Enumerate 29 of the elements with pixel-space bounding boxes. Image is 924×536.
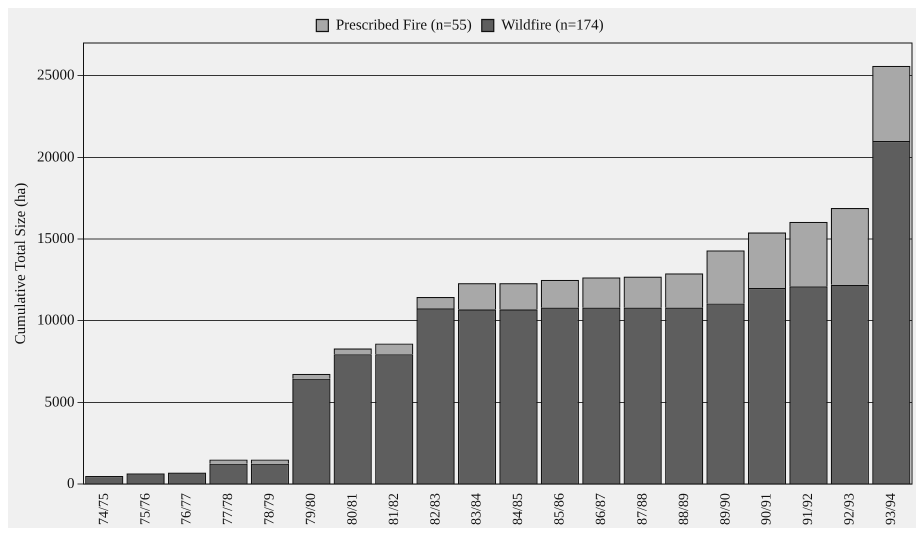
x-tick-label: 79/80: [304, 493, 320, 525]
x-tick-label: 81/82: [386, 493, 402, 525]
x-tick-label: 89/90: [718, 493, 734, 525]
x-tick-label: 76/77: [180, 493, 195, 525]
x-tick-label: 93/94: [884, 493, 899, 525]
x-tick-label: 86/87: [594, 493, 609, 525]
y-tick-label: 20000: [37, 149, 74, 166]
y-tick-label: 25000: [37, 68, 74, 84]
x-tick-label: 75/76: [138, 493, 154, 525]
x-tick-label: 82/83: [428, 493, 444, 525]
y-tick-label: 10000: [37, 312, 74, 329]
x-tick-label: 90/91: [760, 493, 775, 525]
x-tick-label: 78/79: [262, 493, 278, 525]
y-axis-title: Cumulative Total Size (ha): [12, 182, 29, 344]
legend-label: Wildfire (n=174): [501, 17, 604, 34]
y-tick-label: 5000: [44, 394, 74, 410]
x-tick-label: 77/78: [221, 493, 236, 525]
y-tick-label: 15000: [37, 230, 74, 247]
legend-label: Prescribed Fire (n=55): [336, 17, 472, 34]
x-tick-label: 80/81: [345, 493, 360, 525]
x-tick-label: 83/84: [470, 493, 485, 525]
x-tick-label: 74/75: [96, 493, 112, 525]
x-tick-label: 92/93: [842, 493, 858, 525]
y-tick-label: 0: [67, 476, 74, 492]
x-tick-label: 85/86: [552, 493, 568, 525]
x-tick-label: 91/92: [801, 493, 816, 525]
x-tick-label: 88/89: [676, 493, 692, 525]
x-tick-label: 84/85: [511, 493, 526, 525]
x-tick-label: 87/88: [635, 493, 650, 525]
